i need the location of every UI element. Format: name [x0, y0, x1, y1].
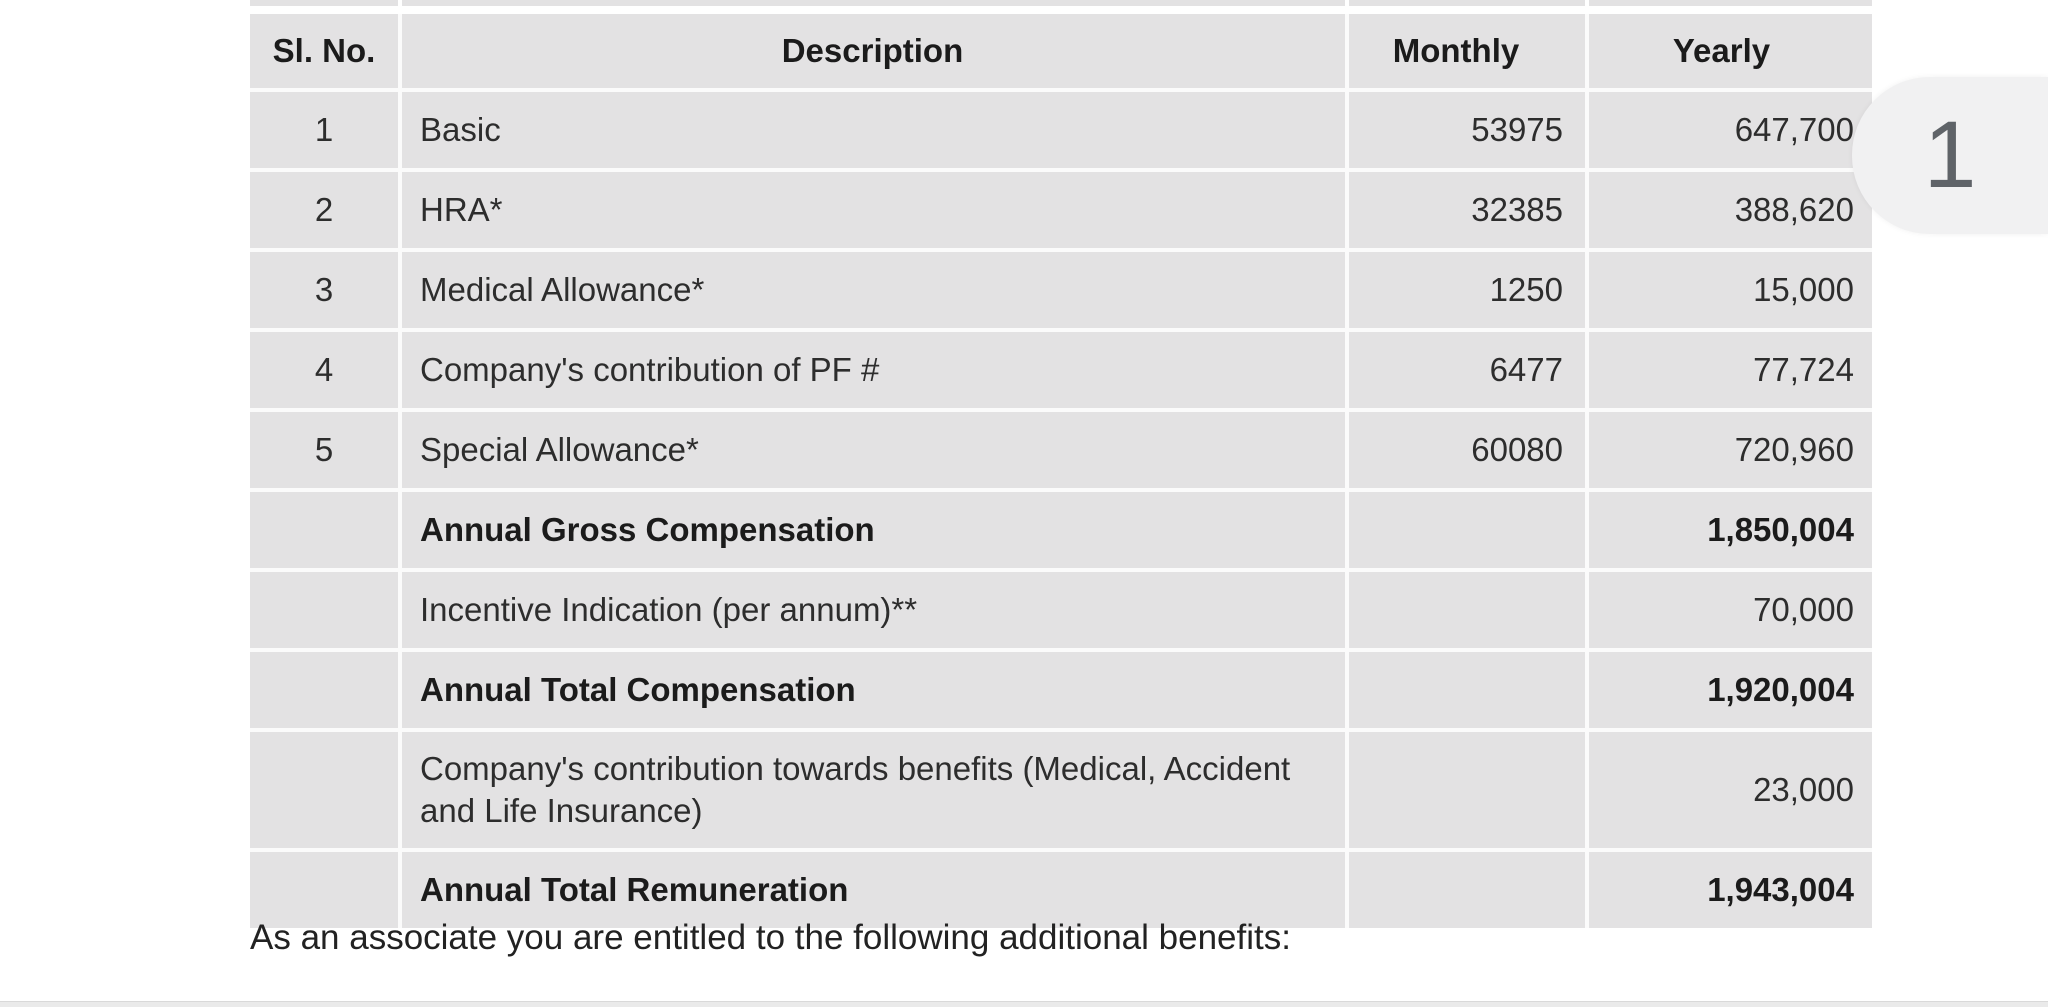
cell-sl-no: 4 [250, 332, 398, 408]
cell-yearly: 23,000 [1589, 732, 1872, 848]
bottom-panel-edge [0, 1001, 2048, 1007]
cell-yearly: 1,850,004 [1589, 492, 1872, 568]
table-row: Company's contribution towards benefits … [250, 732, 1872, 848]
cell-description: Company's contribution towards benefits … [402, 732, 1345, 848]
header-sl-no: Sl. No. [250, 14, 398, 88]
table-row: 4 Company's contribution of PF # 6477 77… [250, 332, 1872, 408]
cell-sl-no [250, 732, 398, 848]
table-row: 3 Medical Allowance* 1250 15,000 [250, 252, 1872, 328]
cell-sl-no: 5 [250, 412, 398, 488]
cell-description: Company's contribution of PF # [402, 332, 1345, 408]
header-yearly: Yearly [1589, 14, 1872, 88]
cell-sl-no: 1 [250, 92, 398, 168]
page-number-indicator: 1 [1852, 77, 2048, 234]
cell-sl-no [250, 652, 398, 728]
cell-monthly [1349, 572, 1585, 648]
cell-yearly: 388,620 [1589, 172, 1872, 248]
table-row: Annual Gross Compensation 1,850,004 [250, 492, 1872, 568]
compensation-table: Sl. No. Description Monthly Yearly 1 Bas… [250, 14, 1872, 928]
table-row: Annual Total Remuneration 1,943,004 [250, 852, 1872, 928]
cell-monthly [1349, 652, 1585, 728]
clipped-row-sliver [250, 0, 1872, 6]
cell-yearly: 1,943,004 [1589, 852, 1872, 928]
cell-yearly: 77,724 [1589, 332, 1872, 408]
cell-monthly: 53975 [1349, 92, 1585, 168]
cell-monthly: 60080 [1349, 412, 1585, 488]
cell-monthly: 6477 [1349, 332, 1585, 408]
cell-monthly: 32385 [1349, 172, 1585, 248]
table-row: Incentive Indication (per annum)** 70,00… [250, 572, 1872, 648]
header-description: Description [402, 14, 1345, 88]
clipped-cell [1349, 0, 1585, 6]
table-row: Annual Total Compensation 1,920,004 [250, 652, 1872, 728]
cell-yearly: 1,920,004 [1589, 652, 1872, 728]
cell-description: Incentive Indication (per annum)** [402, 572, 1345, 648]
table-row: 5 Special Allowance* 60080 720,960 [250, 412, 1872, 488]
cell-yearly: 647,700 [1589, 92, 1872, 168]
clipped-cell [402, 0, 1345, 6]
cell-sl-no [250, 492, 398, 568]
clipped-cell [250, 0, 398, 6]
cell-monthly [1349, 492, 1585, 568]
cell-description: Basic [402, 92, 1345, 168]
table-header-row: Sl. No. Description Monthly Yearly [250, 14, 1872, 88]
cell-description: Medical Allowance* [402, 252, 1345, 328]
cell-description: HRA* [402, 172, 1345, 248]
cell-sl-no: 3 [250, 252, 398, 328]
cell-description: Special Allowance* [402, 412, 1345, 488]
cell-monthly: 1250 [1349, 252, 1585, 328]
cell-yearly: 720,960 [1589, 412, 1872, 488]
cell-monthly [1349, 732, 1585, 848]
cell-sl-no: 2 [250, 172, 398, 248]
cell-yearly: 15,000 [1589, 252, 1872, 328]
header-monthly: Monthly [1349, 14, 1585, 88]
clipped-cell [1589, 0, 1872, 6]
cell-sl-no [250, 852, 398, 928]
cell-yearly: 70,000 [1589, 572, 1872, 648]
cell-description: Annual Total Remuneration [402, 852, 1345, 928]
table-row: 2 HRA* 32385 388,620 [250, 172, 1872, 248]
table-row: 1 Basic 53975 647,700 [250, 92, 1872, 168]
cell-monthly [1349, 852, 1585, 928]
page-number-label: 1 [1923, 102, 1977, 208]
cell-description: Annual Gross Compensation [402, 492, 1345, 568]
benefits-intro-text: As an associate you are entitled to the … [250, 918, 1291, 957]
cell-description: Annual Total Compensation [402, 652, 1345, 728]
cell-sl-no [250, 572, 398, 648]
